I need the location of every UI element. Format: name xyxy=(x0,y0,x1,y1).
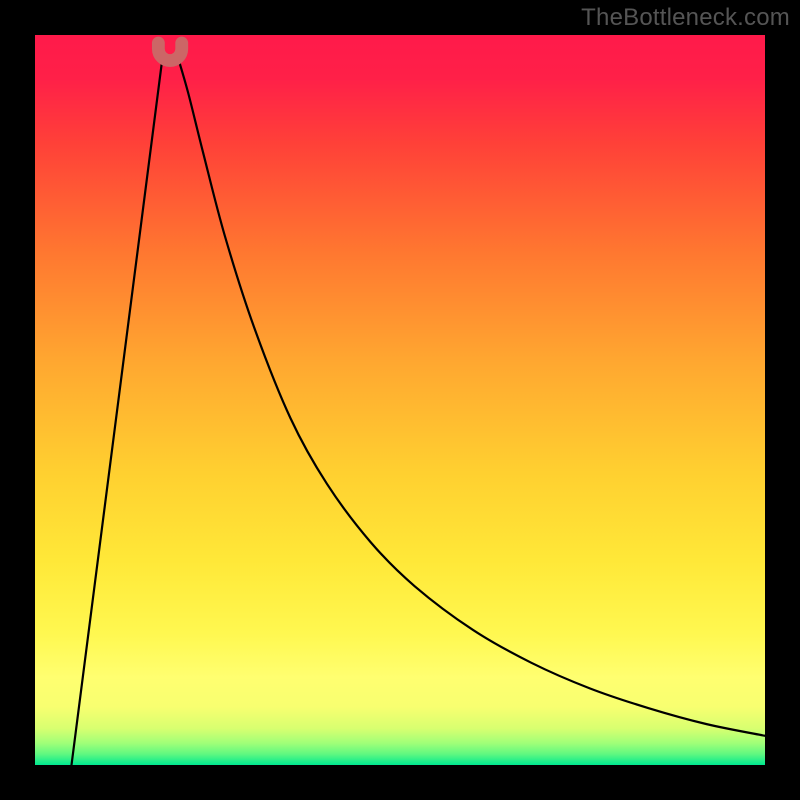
page-root: TheBottleneck.com xyxy=(0,0,800,800)
marker-layer xyxy=(35,35,765,765)
minimum-marker xyxy=(158,43,181,61)
plot-area xyxy=(35,35,765,765)
watermark-text: TheBottleneck.com xyxy=(581,4,790,32)
